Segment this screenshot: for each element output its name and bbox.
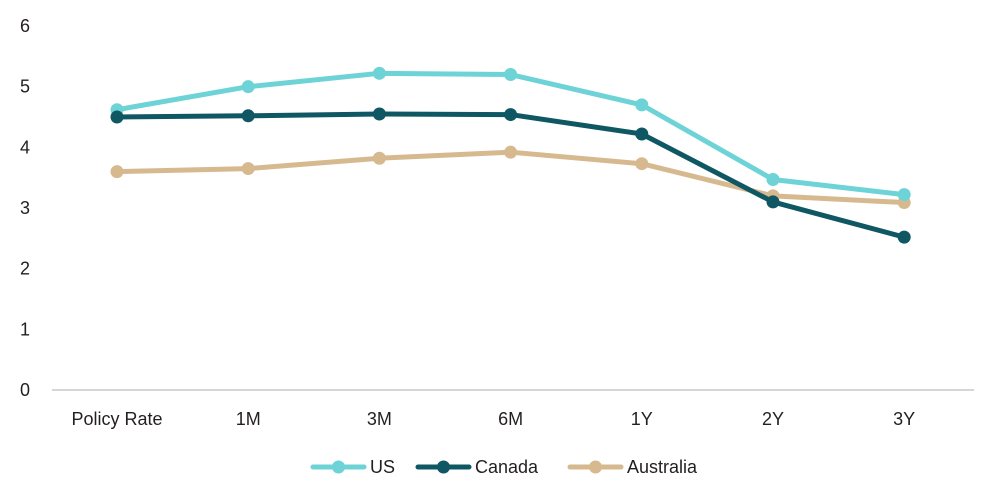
y-tick-label: 5 (20, 77, 30, 97)
legend-label: US (370, 457, 395, 477)
data-point (241, 80, 255, 94)
data-point (635, 98, 649, 112)
series-layer (110, 66, 911, 244)
data-point (635, 127, 649, 141)
y-axis-ticks: 0 1 2 3 4 5 6 (20, 16, 30, 400)
data-point (504, 108, 518, 122)
x-tick-label: 3M (367, 409, 392, 429)
x-tick-label: 6M (498, 409, 523, 429)
legend-item-australia: Australia (567, 457, 698, 477)
legend-label: Australia (627, 457, 698, 477)
x-tick-label: 2Y (762, 409, 784, 429)
series-us (110, 66, 911, 202)
data-point (241, 162, 255, 176)
data-point (372, 107, 386, 121)
data-point (897, 188, 911, 202)
series-line (114, 149, 907, 206)
data-point (110, 165, 124, 179)
legend-item-us: US (310, 457, 395, 477)
series-canada (110, 107, 911, 244)
series-australia (110, 145, 911, 210)
legend-label: Canada (475, 457, 539, 477)
y-tick-label: 4 (20, 137, 30, 157)
legend-swatch-marker (437, 460, 450, 474)
y-tick-label: 2 (20, 259, 30, 279)
legend: US Canada Australia (310, 457, 698, 477)
legend-item-canada: Canada (415, 457, 539, 477)
data-point (635, 157, 649, 171)
data-point (766, 195, 780, 209)
x-tick-label: 3Y (893, 409, 915, 429)
series-line (114, 111, 907, 240)
data-point (504, 68, 518, 82)
y-tick-label: 6 (20, 16, 30, 36)
legend-swatch-marker (589, 460, 602, 474)
x-tick-label: 1Y (631, 409, 653, 429)
x-tick-label: 1M (236, 409, 261, 429)
legend-swatch-marker (332, 460, 345, 474)
x-tick-label: Policy Rate (71, 409, 162, 429)
x-axis-ticks: Policy Rate 1M 3M 6M 1Y 2Y 3Y (71, 409, 915, 429)
data-point (241, 109, 255, 123)
data-point (372, 66, 386, 80)
data-point (110, 110, 124, 124)
y-tick-label: 1 (20, 319, 30, 339)
data-point (504, 145, 518, 159)
y-tick-label: 3 (20, 198, 30, 218)
data-point (766, 172, 780, 186)
y-tick-label: 0 (20, 380, 30, 400)
data-point (372, 151, 386, 165)
data-point (897, 230, 911, 244)
series-line (114, 70, 907, 198)
